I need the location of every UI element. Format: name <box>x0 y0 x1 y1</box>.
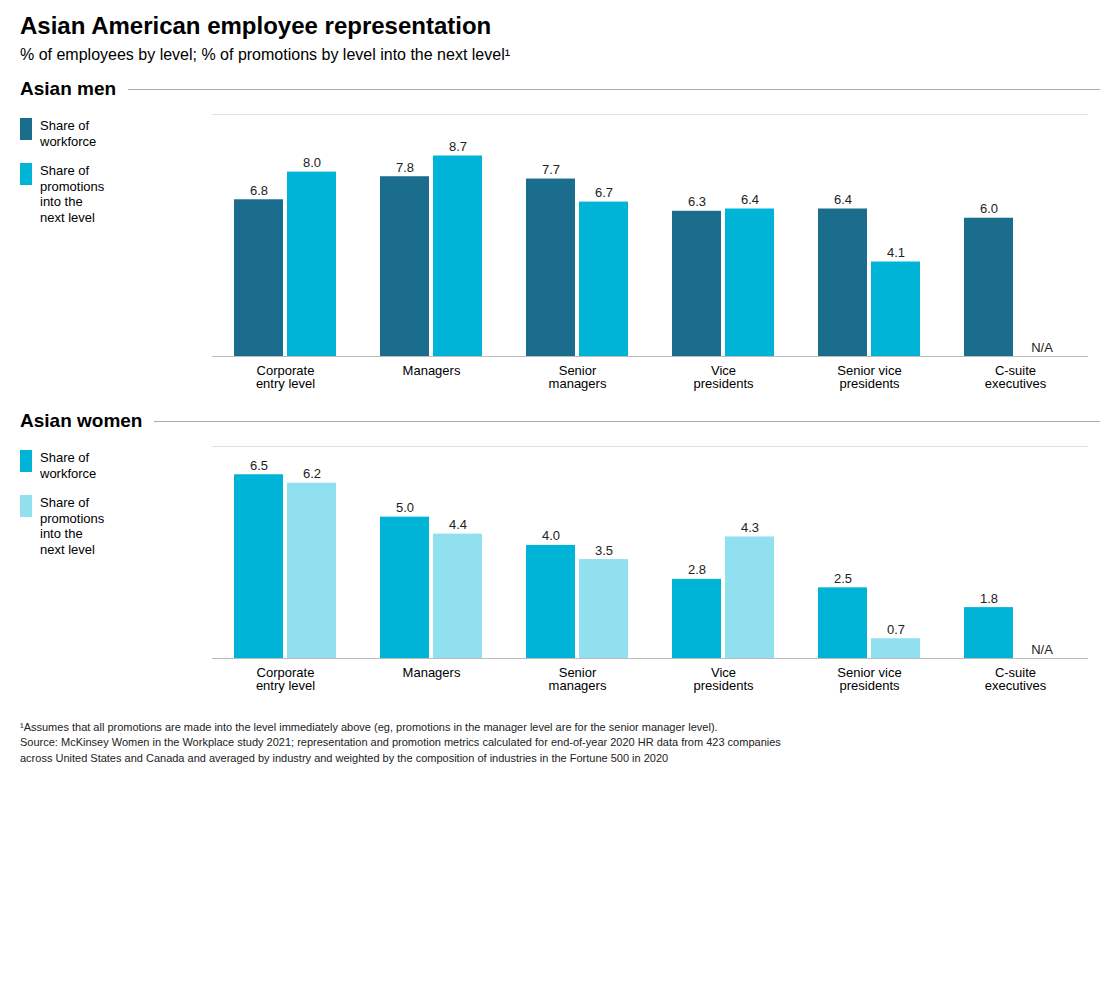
html-text:Share of workforce: Share of workforce <box>40 118 97 149</box>
svg-text:6.3: 6.3 <box>688 194 706 209</box>
svg-text:8.7: 8.7 <box>449 139 467 154</box>
svg-text:Senior vicepresidents: Senior vicepresidents <box>837 665 901 693</box>
svg-text:Vicepresidents: Vicepresidents <box>694 665 754 693</box>
svg-text:C-suiteexecutives: C-suiteexecutives <box>985 363 1047 391</box>
svg-text:7.8: 7.8 <box>396 160 414 175</box>
svg-text:Seniormanagers: Seniormanagers <box>549 363 607 391</box>
svg-text:7.7: 7.7 <box>542 162 560 177</box>
svg-text:4.0: 4.0 <box>542 528 560 543</box>
html-text:Asian men: Asian men <box>20 78 117 99</box>
html-text:Share of promotions into the n: Share of promotions into the next level <box>40 495 105 557</box>
svg-text:Senior vicepresidents: Senior vicepresidents <box>837 363 901 391</box>
svg-text:Managers: Managers <box>403 363 461 378</box>
html-text:Share of promotions into the n: Share of promotions into the next level <box>40 163 105 225</box>
svg-text:1.8: 1.8 <box>980 591 998 606</box>
html-text:¹Assumes that all promotions a: ¹Assumes that all promotions are made in… <box>20 721 781 764</box>
svg-text:C-suiteexecutives: C-suiteexecutives <box>985 665 1047 693</box>
svg-text:5.0: 5.0 <box>396 500 414 515</box>
svg-text:Managers: Managers <box>403 665 461 680</box>
svg-text:6.4: 6.4 <box>741 192 759 207</box>
svg-text:6.4: 6.4 <box>834 192 852 207</box>
svg-text:6.2: 6.2 <box>303 466 321 481</box>
svg-text:Vicepresidents: Vicepresidents <box>694 363 754 391</box>
html-text:Asian American employee repres: Asian American employee representation <box>20 12 492 39</box>
svg-text:2.8: 2.8 <box>688 562 706 577</box>
svg-text:3.5: 3.5 <box>595 543 613 558</box>
svg-text:0.7: 0.7 <box>887 622 905 637</box>
svg-text:4.4: 4.4 <box>449 517 467 532</box>
svg-text:Seniormanagers: Seniormanagers <box>549 665 607 693</box>
html-text:% of employees by level; % of: % of employees by level; % of promotions… <box>20 46 510 63</box>
svg-text:4.3: 4.3 <box>741 520 759 535</box>
svg-text:6.0: 6.0 <box>980 201 998 216</box>
svg-text:8.0: 8.0 <box>303 155 321 170</box>
svg-text:N/A: N/A <box>1031 642 1053 657</box>
html-text:Asian women: Asian women <box>20 410 143 431</box>
svg-text:6.7: 6.7 <box>595 185 613 200</box>
svg-text:4.1: 4.1 <box>887 245 905 260</box>
svg-text:6.5: 6.5 <box>250 458 268 473</box>
svg-text:N/A: N/A <box>1031 340 1053 355</box>
svg-text:Corporateentry level: Corporateentry level <box>256 665 315 693</box>
html-text:Share of workforce: Share of workforce <box>40 450 97 481</box>
svg-text:Corporateentry level: Corporateentry level <box>256 363 315 391</box>
svg-text:2.5: 2.5 <box>834 571 852 586</box>
svg-text:6.8: 6.8 <box>250 183 268 198</box>
